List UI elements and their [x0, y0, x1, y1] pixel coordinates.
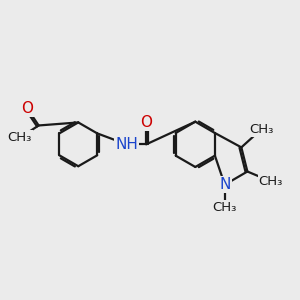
Text: CH₃: CH₃	[249, 123, 274, 136]
Text: O: O	[140, 115, 152, 130]
Text: CH₃: CH₃	[259, 175, 283, 188]
Text: CH₃: CH₃	[213, 201, 237, 214]
Text: N: N	[219, 177, 230, 192]
Text: CH₃: CH₃	[8, 131, 32, 144]
Text: O: O	[21, 101, 33, 116]
Text: NH: NH	[115, 137, 138, 152]
